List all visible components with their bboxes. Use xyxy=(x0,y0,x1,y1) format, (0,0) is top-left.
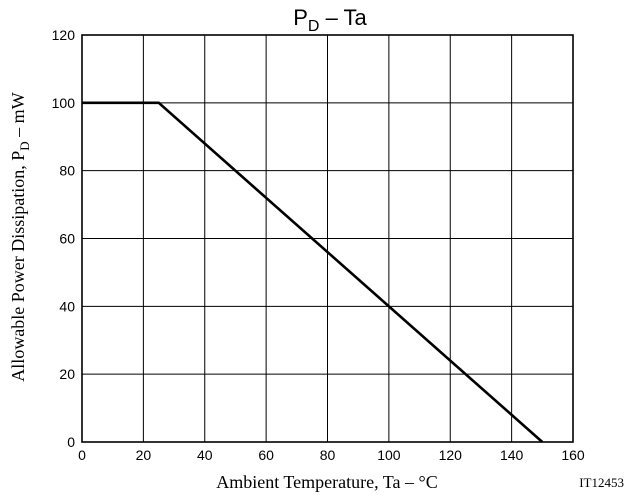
x-axis-label: Ambient Temperature, Ta – °C xyxy=(216,472,437,492)
y-tick-label: 20 xyxy=(59,366,75,382)
x-tick-label: 140 xyxy=(500,447,524,463)
x-tick-label: 60 xyxy=(258,447,274,463)
y-axis-label-prefix: Allowable Power Dissipation, P xyxy=(8,151,28,382)
x-tick-label: 120 xyxy=(439,447,463,463)
y-axis-label: Allowable Power Dissipation, PD – mW xyxy=(8,92,32,381)
y-tick-label: 40 xyxy=(59,298,75,314)
y-tick-label: 100 xyxy=(52,95,76,111)
y-tick-label: 60 xyxy=(59,231,75,247)
x-tick-label: 100 xyxy=(377,447,401,463)
y-tick-label: 120 xyxy=(52,27,76,43)
x-tick-label: 160 xyxy=(561,447,585,463)
series-line xyxy=(82,101,544,443)
chart-title-main: P xyxy=(293,5,308,30)
plot-frame xyxy=(81,34,574,443)
chart-title: PD – Ta xyxy=(293,5,367,35)
chart-title-sub: D xyxy=(308,18,320,35)
y-tick-label: 0 xyxy=(67,434,75,450)
y-axis-label-suffix: – mW xyxy=(8,92,28,141)
x-tick-label: 0 xyxy=(78,447,86,463)
x-tick-label: 40 xyxy=(197,447,213,463)
x-tick-label: 20 xyxy=(136,447,152,463)
tick-labels: 0 20 40 60 80 100 120 140 160 0 20 40 60 80 100 120 xyxy=(52,27,585,463)
grid xyxy=(81,34,574,443)
figure-code: IT12453 xyxy=(579,475,624,490)
x-tick-label: 80 xyxy=(320,447,336,463)
y-axis-label-sub: D xyxy=(17,141,32,150)
y-tick-label: 80 xyxy=(59,163,75,179)
series-group xyxy=(82,101,544,443)
chart-title-rest: – Ta xyxy=(319,5,367,30)
